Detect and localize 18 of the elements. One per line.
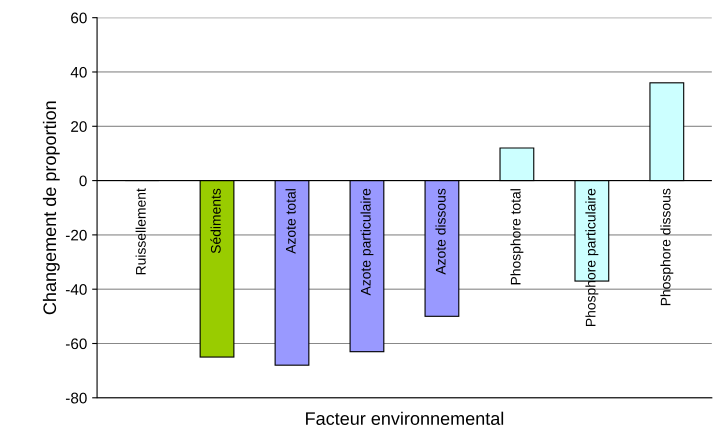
x-tick-label: Phosphore particulaire bbox=[585, 188, 598, 326]
x-tick-label: Azote total bbox=[286, 189, 296, 254]
x-tick-label: Azote dissous bbox=[435, 188, 446, 275]
y-tick-label: 0 bbox=[79, 175, 87, 186]
y-tick-label: 60 bbox=[71, 12, 87, 24]
y-tick-label: -80 bbox=[66, 392, 87, 404]
y-tick-label: -20 bbox=[66, 230, 87, 241]
y-tick-label: 40 bbox=[70, 66, 87, 78]
x-tick-label: Azote particulaire bbox=[360, 188, 374, 296]
x-tick-label: Sédiments bbox=[210, 188, 221, 254]
x-tick-label: Ruissellement bbox=[136, 188, 146, 274]
x-tick-label: Phosphore total bbox=[510, 189, 524, 284]
y-axis-title: Changement de proportion bbox=[42, 102, 60, 314]
y-tick-label: -60 bbox=[66, 338, 87, 350]
y-tick-label: -40 bbox=[66, 284, 87, 295]
x-tick-label: Phosphore dissous bbox=[660, 188, 674, 306]
x-axis-title: Facteur environnemental bbox=[306, 412, 504, 425]
y-tick-label: 20 bbox=[71, 121, 87, 132]
